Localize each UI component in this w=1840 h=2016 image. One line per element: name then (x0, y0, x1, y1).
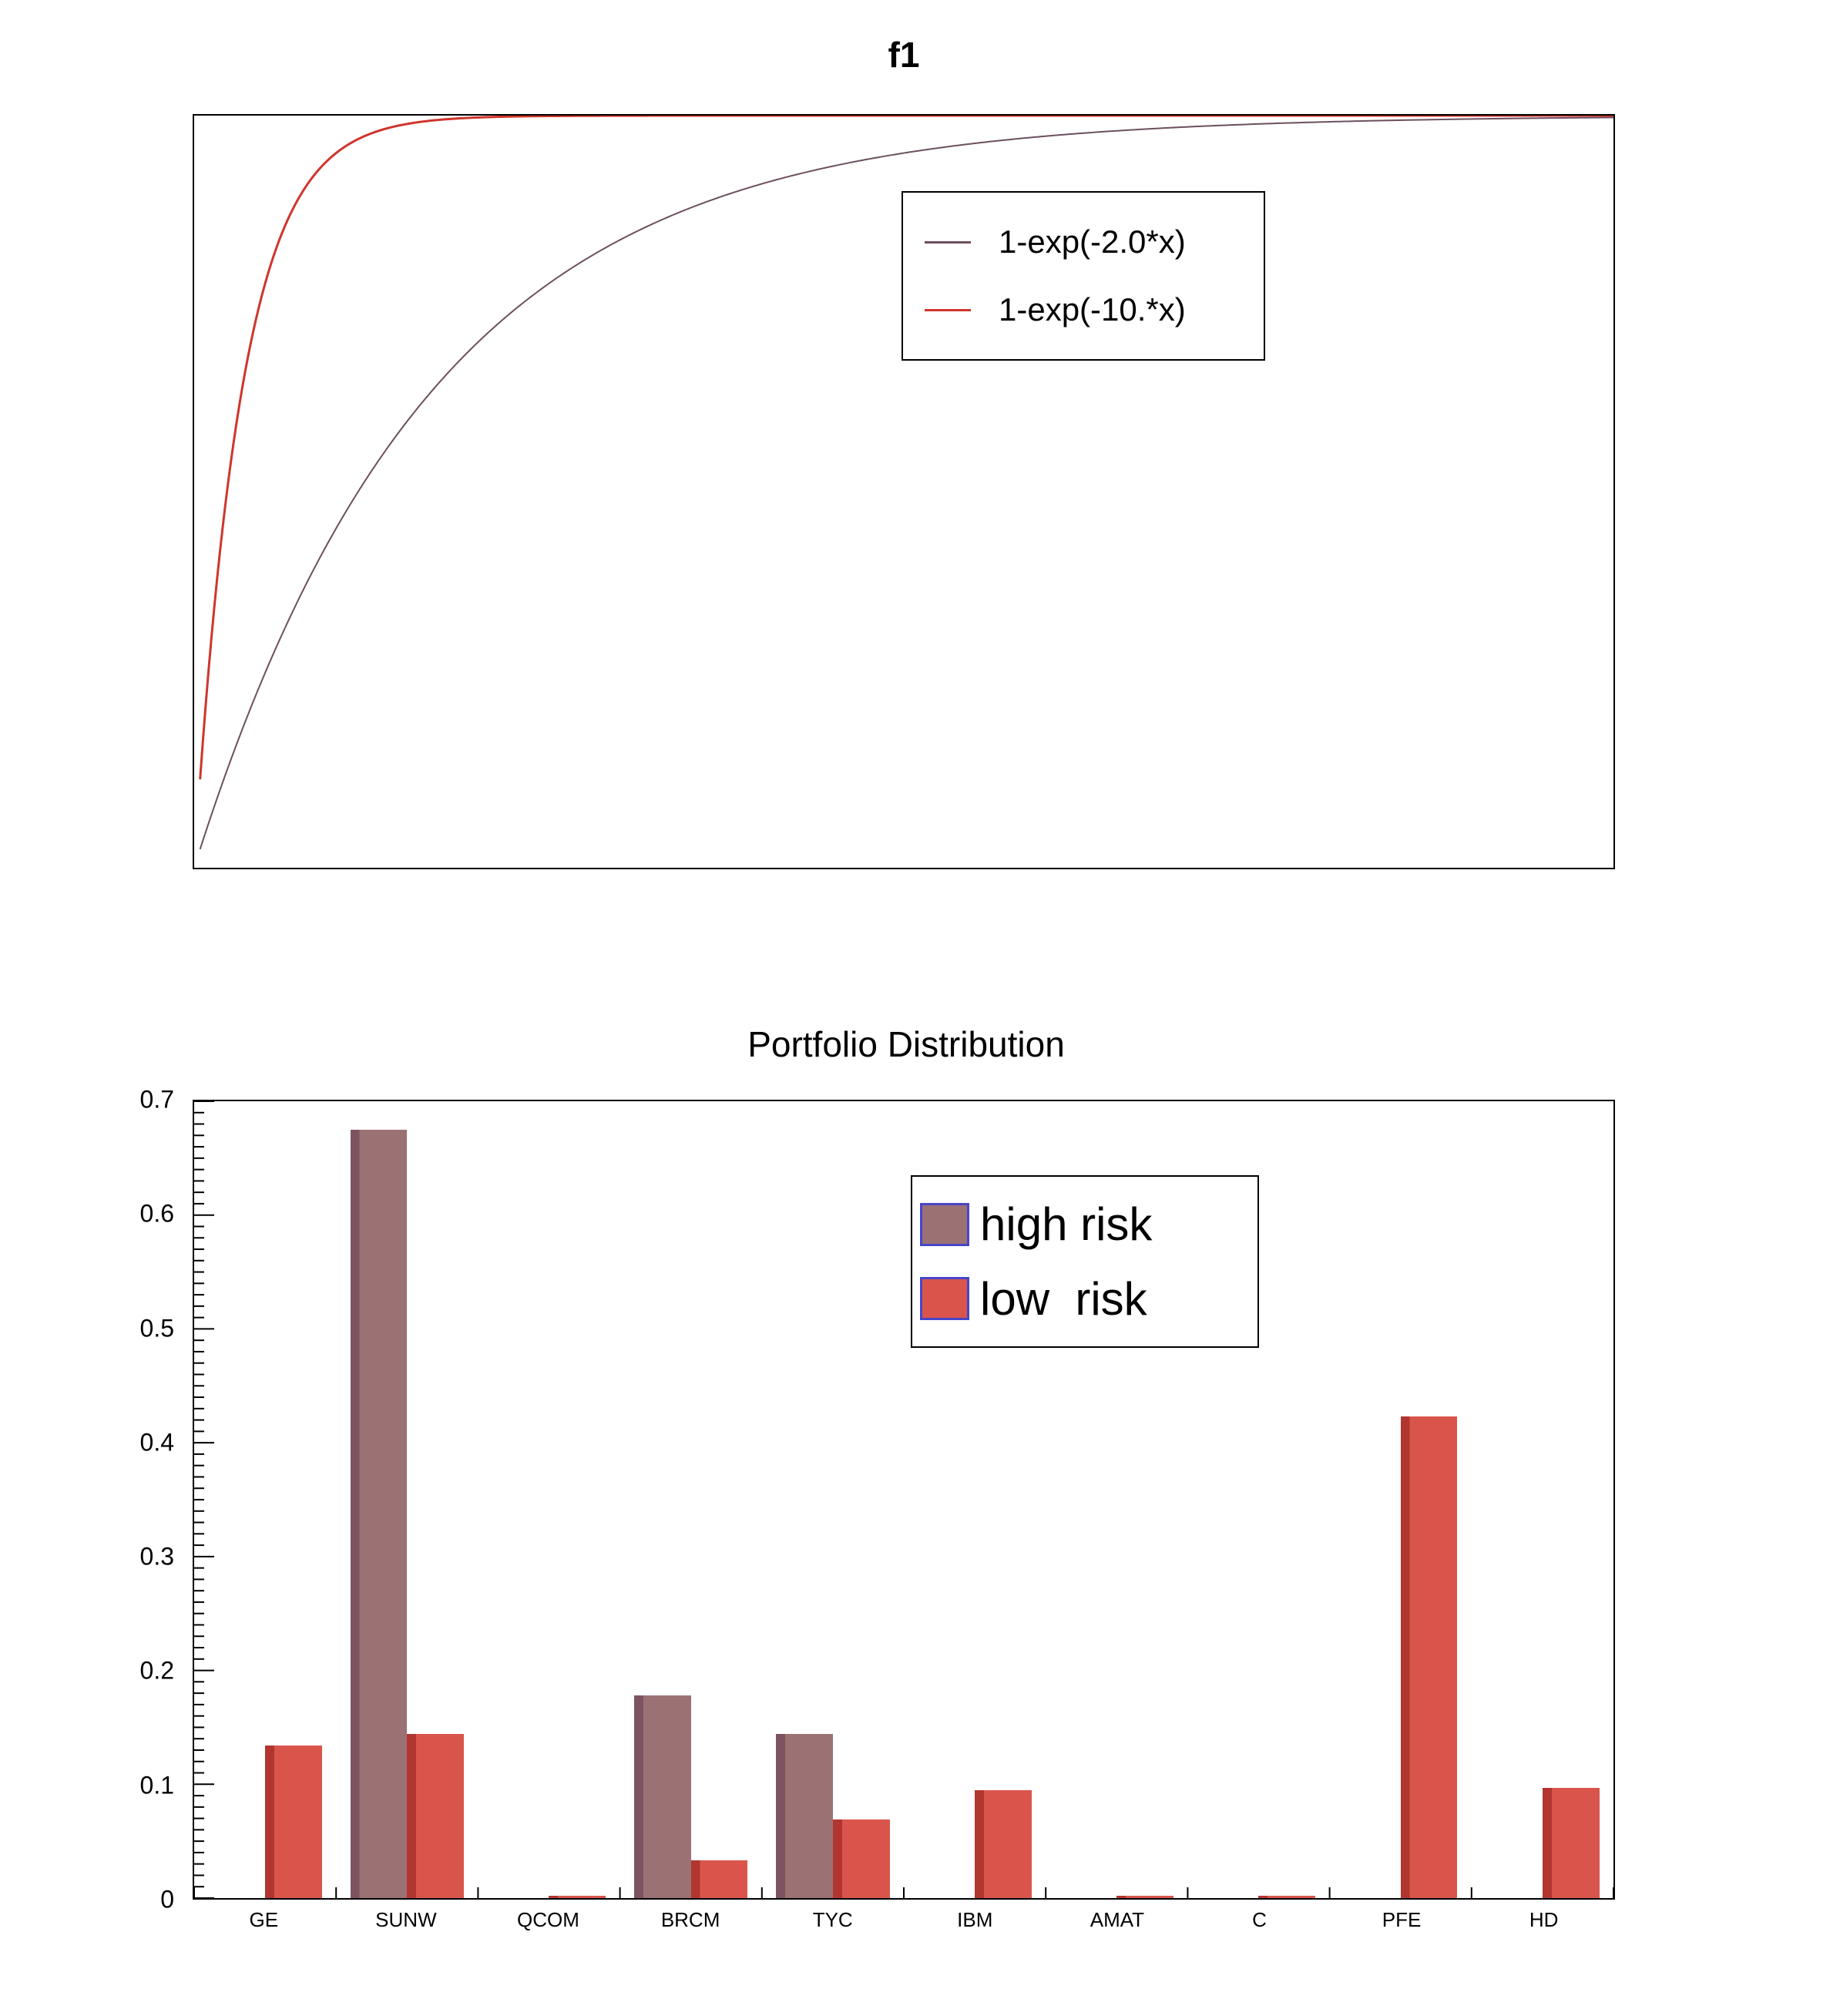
category-slot-ibm (904, 1101, 1046, 1898)
portfolio-y-axis: 0 0.1 0.2 0.3 0.4 0.5 0.6 0.7 (77, 1086, 182, 1914)
bar-low-risk-ibm (975, 1789, 1032, 1898)
portfolio-legend: high risk low risk (911, 1175, 1259, 1348)
legend-line-sample-slow-curve (925, 240, 971, 244)
legend-entry: high risk (920, 1198, 1257, 1251)
y-tick-label-0.3: 0.3 (139, 1542, 174, 1571)
bar-high-risk-brcm (634, 1695, 691, 1898)
portfolio-chart-title: Portfolio Distribution (747, 1024, 1065, 1064)
bar-low-risk-sunw (407, 1734, 464, 1898)
x-label-c: C (1252, 1908, 1267, 1931)
category-slot-sunw (336, 1101, 478, 1898)
x-label-amat: AMAT (1090, 1908, 1145, 1931)
portfolio-chart-frame: high risk low risk (193, 1100, 1615, 1900)
bar-low-risk-pfe (1400, 1416, 1458, 1898)
exp-curves-svg (199, 116, 1613, 850)
portfolio-x-labels: GE SUNW QCOM BRCM TYC IBM AMAT C PFE HD (193, 1908, 1615, 1939)
y-tick-label-0.7: 0.7 (139, 1085, 174, 1114)
x-label-tyc: TYC (812, 1908, 853, 1931)
y-tick-label-0.6: 0.6 (139, 1199, 174, 1228)
bar-low-risk-amat (1116, 1896, 1174, 1898)
bar-high-risk-sunw (350, 1129, 408, 1898)
legend-entry: 1-exp(-10.*x) (925, 291, 1264, 328)
category-slot-amat (1046, 1101, 1187, 1898)
x-label-brcm: BRCM (660, 1908, 720, 1931)
category-slot-tyc (762, 1101, 904, 1898)
curve-1-exp(-2.0*x) (199, 116, 1613, 850)
y-tick-label-0.2: 0.2 (139, 1656, 174, 1685)
y-tick-label-0: 0 (160, 1885, 174, 1914)
function-chart-legend: 1-exp(-2.0*x) 1-exp(-10.*x) (902, 191, 1265, 361)
category-slot-qcom (478, 1101, 619, 1898)
x-label-hd: HD (1529, 1908, 1559, 1931)
x-label-pfe: PFE (1382, 1908, 1422, 1931)
legend-label-low-risk: low risk (980, 1272, 1147, 1325)
category-slot-ge (194, 1101, 336, 1898)
category-slot-pfe (1330, 1101, 1472, 1898)
y-tick-label-0.5: 0.5 (139, 1314, 174, 1342)
bar-low-risk-brcm (690, 1860, 748, 1898)
bar-low-risk-c (1258, 1896, 1316, 1898)
category-slot-hd (1472, 1101, 1613, 1898)
x-label-ge: GE (249, 1908, 279, 1931)
portfolio-ticks-svg (194, 1101, 1613, 1898)
category-slot-c (1187, 1101, 1329, 1898)
legend-label-slow-curve: 1-exp(-2.0*x) (999, 223, 1186, 260)
bars-area (194, 1101, 1613, 1898)
category-slot-brcm (620, 1101, 762, 1898)
legend-label-high-risk: high risk (980, 1198, 1153, 1251)
y-tick-label-0.4: 0.4 (139, 1428, 174, 1457)
y-tick-label-0.1: 0.1 (139, 1771, 174, 1799)
bar-low-risk-ge (265, 1746, 322, 1898)
legend-label-fast-curve: 1-exp(-10.*x) (999, 291, 1186, 328)
x-label-ibm: IBM (957, 1908, 993, 1931)
legend-entry: low risk (920, 1272, 1257, 1326)
bar-low-risk-hd (1542, 1787, 1600, 1898)
function-chart-frame: 1-exp(-2.0*x) 1-exp(-10.*x) (193, 114, 1615, 869)
bar-high-risk-tyc (776, 1734, 833, 1898)
legend-swatch-high-risk (920, 1202, 969, 1246)
bar-low-risk-tyc (832, 1819, 890, 1898)
legend-swatch-low-risk (920, 1277, 969, 1321)
legend-entry: 1-exp(-2.0*x) (925, 223, 1264, 260)
curve-1-exp(-10.*x) (199, 116, 1613, 780)
bar-low-risk-qcom (549, 1896, 606, 1898)
x-label-sunw: SUNW (375, 1908, 437, 1931)
x-label-qcom: QCOM (517, 1908, 579, 1931)
function-chart-title: f1 (888, 35, 920, 75)
legend-line-sample-fast-curve (925, 308, 971, 311)
